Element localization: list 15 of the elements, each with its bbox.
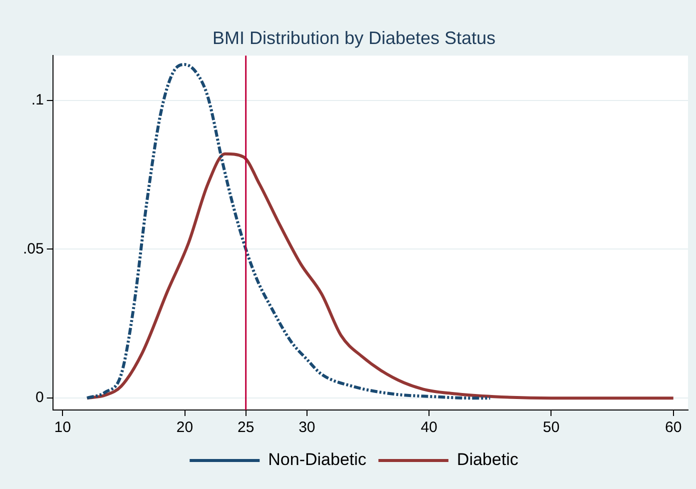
line-series [86,152,675,400]
x-tick-label: 10 [54,419,71,436]
x-tick-label: 30 [298,419,316,436]
x-tick-label: 20 [176,419,194,436]
line-series [86,63,492,400]
x-tick-label: 50 [542,419,560,436]
x-tick-label: 60 [665,419,682,436]
y-tick-label: .05 [22,240,44,258]
y-tick-label: 0 [36,389,44,406]
legend-label: Non-Diabetic [268,450,367,470]
x-tick-label: 40 [420,419,438,436]
legend-label: Diabetic [456,450,519,470]
chart-title: BMI Distribution by Diabetes Status [212,28,496,48]
x-tick-label: 25 [237,419,254,436]
y-tick-label: .1 [31,91,44,108]
